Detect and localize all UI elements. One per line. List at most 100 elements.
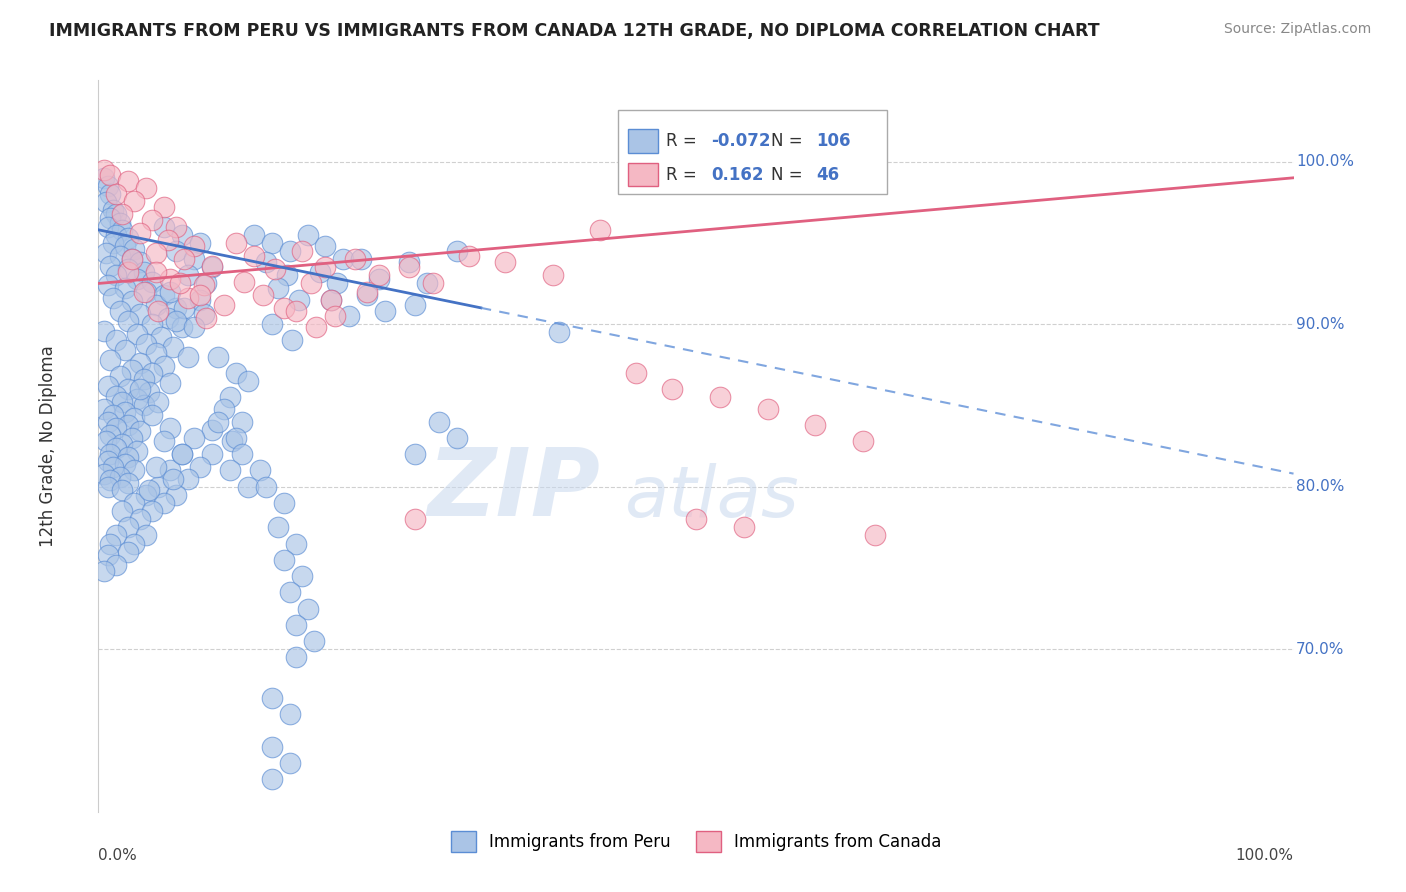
Text: atlas: atlas [624, 463, 799, 532]
Point [260, 772, 283, 787]
Point [374, 304, 396, 318]
Point [177, 350, 200, 364]
Point [121, 252, 143, 266]
Point [138, 385, 160, 400]
Point [315, 239, 337, 253]
Point [94, 434, 117, 449]
Point [188, 460, 211, 475]
Point [135, 488, 157, 502]
Point [297, 227, 319, 242]
Point [145, 346, 167, 360]
Point [183, 252, 205, 266]
Point [165, 488, 187, 502]
Point [148, 480, 170, 494]
Text: R =: R = [666, 166, 702, 184]
Point [404, 447, 426, 461]
Point [278, 707, 301, 722]
Point [153, 200, 176, 214]
Text: IMMIGRANTS FROM PERU VS IMMIGRANTS FROM CANADA 12TH GRADE, NO DIPLOMA CORRELATIO: IMMIGRANTS FROM PERU VS IMMIGRANTS FROM … [49, 22, 1099, 40]
Point [201, 259, 224, 273]
Point [193, 278, 215, 293]
Point [97, 548, 120, 562]
Point [153, 219, 176, 234]
Point [97, 278, 120, 293]
Point [153, 288, 176, 302]
Point [302, 634, 325, 648]
Point [135, 336, 157, 351]
Text: 12th Grade, No Diploma: 12th Grade, No Diploma [39, 345, 58, 547]
Point [368, 271, 391, 285]
Point [236, 480, 259, 494]
Point [273, 553, 295, 567]
Point [249, 463, 271, 477]
Point [165, 219, 187, 234]
Point [98, 427, 122, 442]
Point [145, 245, 167, 260]
Point [97, 415, 120, 429]
Point [105, 389, 128, 403]
Point [172, 227, 194, 242]
Point [252, 288, 274, 302]
Point [111, 483, 134, 497]
Point [321, 293, 343, 307]
Point [165, 314, 187, 328]
Point [159, 421, 181, 435]
Point [98, 473, 122, 487]
Text: 46: 46 [817, 166, 839, 184]
Point [97, 379, 120, 393]
Text: ZIP: ZIP [427, 444, 600, 536]
Point [278, 585, 301, 599]
Point [124, 496, 146, 510]
Point [225, 235, 247, 250]
Point [98, 259, 122, 273]
Point [177, 471, 200, 485]
Point [114, 239, 136, 253]
Point [284, 536, 307, 550]
Point [117, 231, 139, 245]
Point [117, 382, 139, 396]
Point [98, 447, 122, 461]
Point [172, 447, 194, 461]
Point [129, 382, 152, 396]
Point [207, 350, 229, 364]
Text: 70.0%: 70.0% [1296, 641, 1344, 657]
Text: 100.0%: 100.0% [1236, 848, 1294, 863]
Point [153, 434, 176, 449]
Point [291, 244, 314, 258]
Point [138, 483, 160, 497]
Text: 80.0%: 80.0% [1296, 479, 1344, 494]
Point [124, 194, 146, 208]
Point [125, 443, 148, 458]
Point [117, 261, 139, 276]
Point [93, 324, 115, 338]
Point [132, 285, 155, 299]
Point [121, 431, 143, 445]
Point [260, 317, 283, 331]
Point [305, 320, 328, 334]
Point [231, 447, 253, 461]
Point [231, 415, 253, 429]
Point [219, 463, 242, 477]
Point [132, 398, 155, 412]
Point [404, 512, 426, 526]
Point [121, 294, 143, 309]
Point [288, 293, 311, 307]
Point [105, 421, 128, 435]
Point [865, 528, 887, 542]
Point [117, 174, 139, 188]
Point [141, 317, 163, 331]
Point [132, 372, 155, 386]
Point [356, 285, 378, 299]
Point [326, 277, 349, 291]
Point [169, 277, 191, 291]
Point [111, 395, 134, 409]
Point [225, 366, 247, 380]
Point [124, 536, 146, 550]
Point [117, 476, 139, 491]
Point [297, 601, 319, 615]
Point [188, 288, 211, 302]
Point [201, 260, 224, 275]
Point [159, 271, 181, 285]
Point [756, 401, 779, 416]
Point [541, 268, 564, 283]
